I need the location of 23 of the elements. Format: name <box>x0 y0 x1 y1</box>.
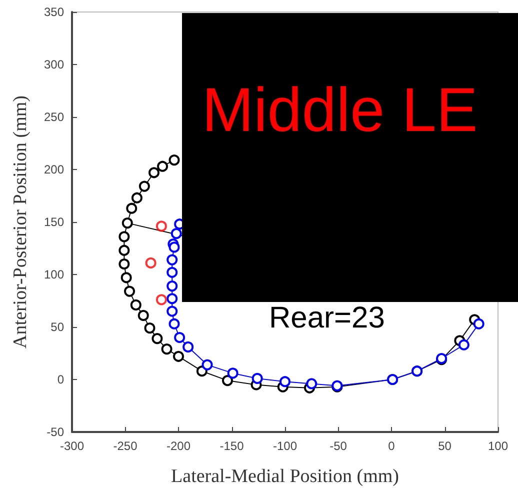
y-tick-label: 0 <box>57 372 64 386</box>
y-tick-label: 250 <box>44 110 64 124</box>
y-tick-label: 350 <box>44 5 64 19</box>
y-axis-title: Anterior-Posterior Position (mm) <box>10 96 31 348</box>
x-tick-label: -150 <box>220 439 244 453</box>
y-tick-label: 50 <box>50 320 64 334</box>
x-tick-label: -50 <box>330 439 348 453</box>
x-tick-label: -200 <box>166 439 191 453</box>
y-tick-label: 100 <box>44 268 64 282</box>
x-tick-label: 50 <box>438 439 452 453</box>
cover-box: Middle LE <box>182 13 518 302</box>
x-tick-label: -300 <box>60 439 84 453</box>
y-tick-label: 150 <box>44 215 64 229</box>
y-tick-label: 200 <box>44 162 64 176</box>
x-tick-label: 100 <box>488 439 508 453</box>
y-tick-label: 300 <box>44 58 64 72</box>
annotation: Rear=23 <box>269 302 385 334</box>
annotation: Middle LE <box>202 75 478 146</box>
x-axis-title: Lateral-Medial Position (mm) <box>171 466 399 487</box>
x-tick-label: -250 <box>113 439 138 453</box>
x-tick-label: -100 <box>272 439 298 453</box>
x-tick-label: 0 <box>388 439 396 453</box>
y-tick-label: -50 <box>46 425 64 439</box>
